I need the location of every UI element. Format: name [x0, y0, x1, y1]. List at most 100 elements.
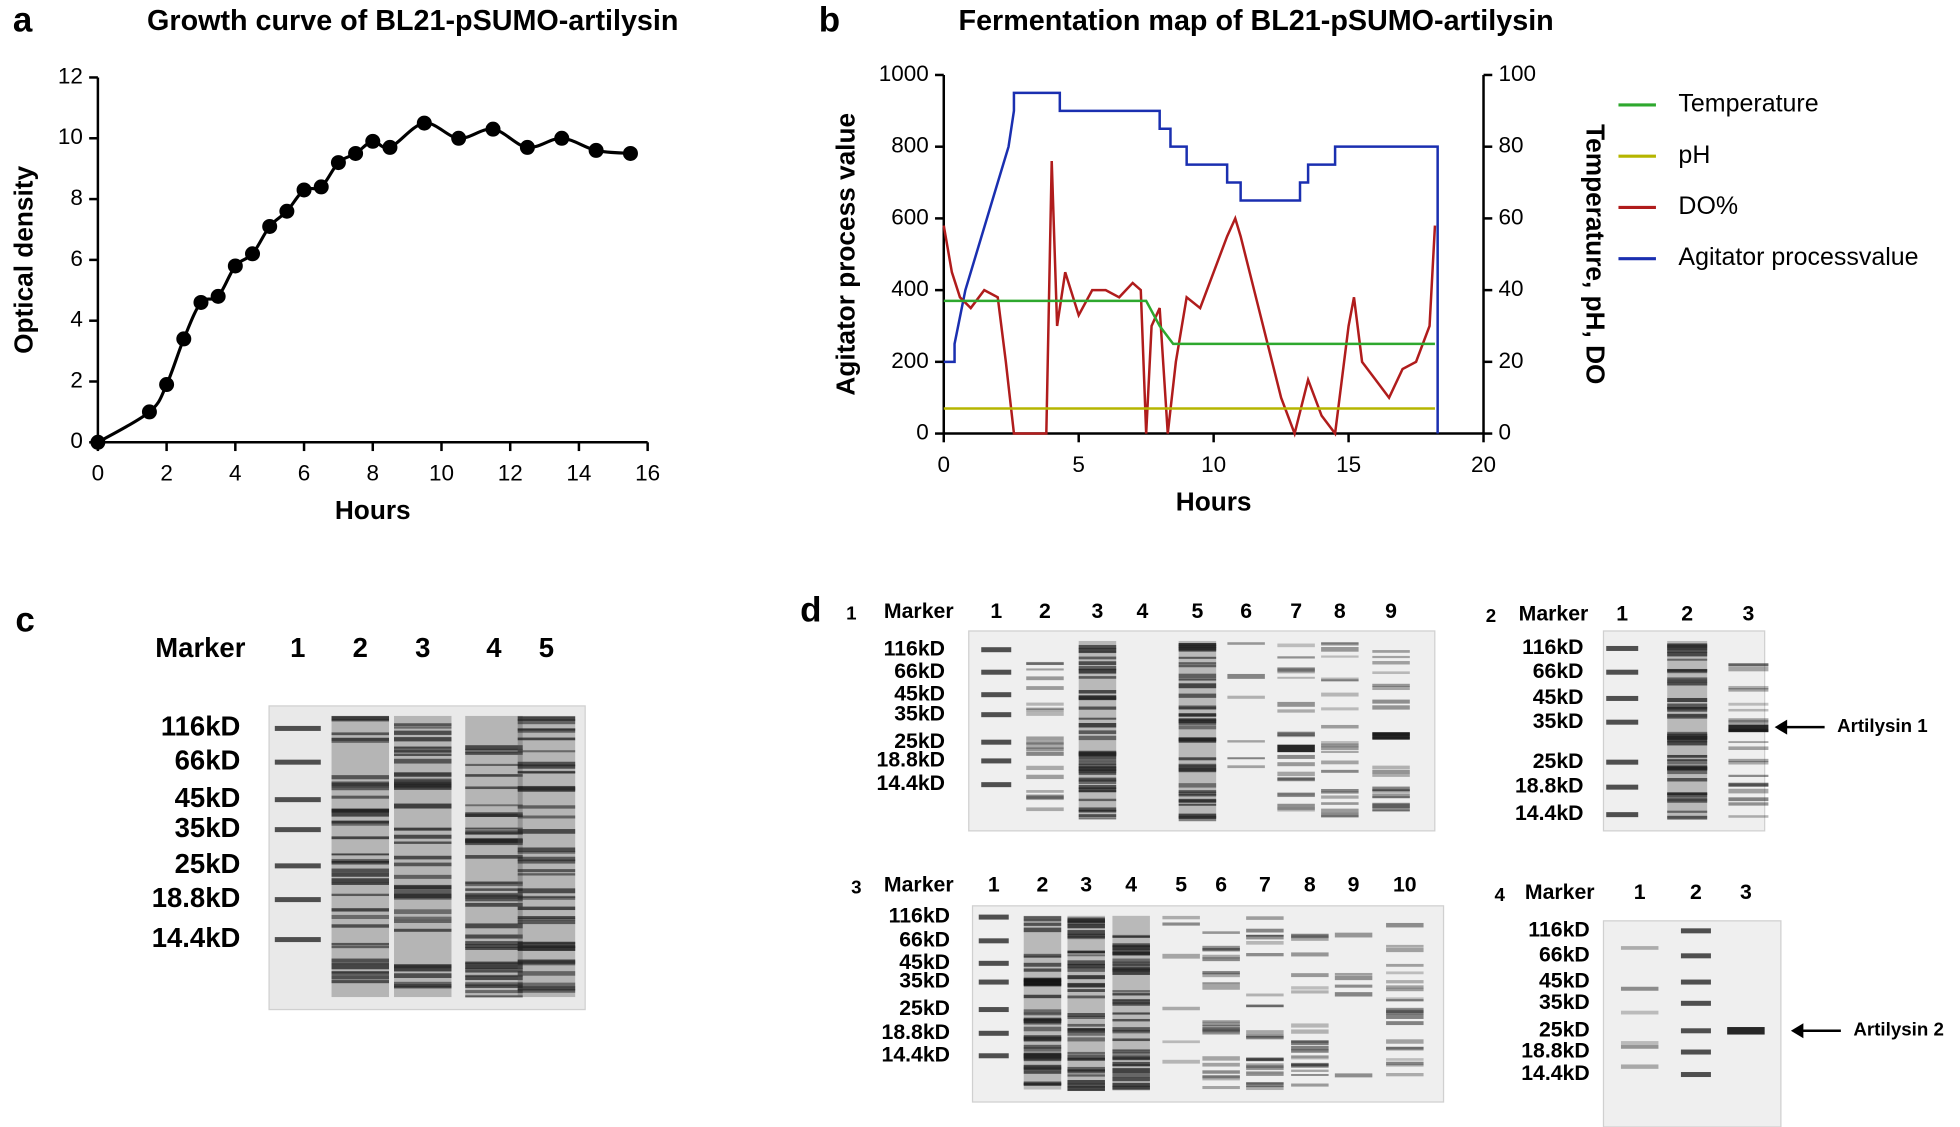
marker-band [1680, 1000, 1711, 1006]
gel-band [1178, 799, 1217, 803]
gel-band [465, 990, 523, 994]
marker-band [978, 1007, 1009, 1013]
x-tick-label: 14 [566, 461, 591, 486]
gel-band [1321, 642, 1359, 645]
gel-band [1067, 951, 1105, 954]
gel-band [1078, 656, 1117, 660]
marker-band [1680, 1028, 1711, 1034]
gel-band [1202, 970, 1240, 975]
gel-band [465, 964, 523, 970]
gel-band [1386, 1058, 1424, 1061]
y-axis-label: Agitator process value [830, 113, 860, 396]
gel-band [465, 812, 523, 817]
gel-band [1372, 807, 1410, 812]
y-tick-label: 12 [58, 63, 83, 88]
gel-band [465, 941, 523, 946]
gel-band [517, 986, 576, 991]
size-label: 14.4kD [877, 771, 945, 795]
gel-band [1334, 1073, 1373, 1078]
gel-band [1202, 1076, 1240, 1081]
gel-band [465, 897, 523, 902]
gel-band [465, 984, 523, 989]
gel-band [517, 906, 576, 911]
gel-band [517, 770, 576, 773]
gel-band [1372, 686, 1410, 691]
gel-band [1026, 662, 1064, 666]
gel-band [465, 982, 523, 987]
gel-band [1202, 1062, 1240, 1067]
lane-label: 6 [1215, 872, 1227, 896]
gel-band [1277, 754, 1315, 759]
point [485, 121, 501, 137]
gel-band [1067, 930, 1105, 935]
size-label: 66kD [899, 927, 950, 951]
gel-band [1227, 757, 1265, 760]
gel-band [1112, 1064, 1150, 1067]
gel-band [517, 856, 576, 862]
gel-band [1291, 933, 1329, 938]
gel-band [1667, 778, 1708, 782]
gel-band [1667, 651, 1708, 657]
gel-band [1078, 723, 1117, 728]
point [296, 182, 312, 198]
gel-band [1372, 699, 1410, 704]
gel-band [1067, 1086, 1105, 1092]
gel-band [1112, 1002, 1150, 1006]
gel-band [517, 948, 576, 951]
point [348, 145, 364, 161]
gel-band [517, 829, 576, 834]
gel-number: 3 [851, 876, 861, 897]
gel-band [517, 719, 576, 725]
gel-band [1334, 984, 1373, 988]
gel-band [1372, 683, 1410, 687]
gel-band [465, 888, 523, 891]
gel-band [1026, 790, 1064, 793]
gel-band [1078, 735, 1117, 741]
gel-band [331, 737, 390, 743]
gel-band [331, 858, 390, 863]
gel-band [1620, 1010, 1659, 1015]
marker-label: Marker [1519, 601, 1589, 625]
gel-band [1667, 677, 1708, 680]
lane-label: 9 [1348, 872, 1360, 896]
x-tick-label: 6 [298, 461, 311, 486]
gel-band [331, 971, 390, 976]
gel-band [331, 893, 390, 897]
gel-band [1321, 760, 1359, 765]
marker-band [1680, 979, 1711, 985]
gel-band [1067, 995, 1105, 999]
gel-band [1067, 1070, 1105, 1074]
gel-band [1023, 1053, 1062, 1058]
gel-band [394, 758, 452, 764]
marker-label: Marker [155, 632, 245, 663]
gel-band [1023, 962, 1062, 967]
gel-band [1372, 769, 1410, 774]
gel-band [1112, 1085, 1150, 1091]
gel-band [1246, 1082, 1284, 1088]
gel-band [517, 737, 576, 741]
gel-band [1078, 676, 1117, 679]
gel-band [394, 746, 452, 752]
gel-band [1023, 1026, 1062, 1032]
lane-label: 3 [1092, 599, 1104, 623]
gel-band [1291, 1069, 1329, 1072]
gel-band [1026, 742, 1064, 745]
gel-band [1386, 1021, 1424, 1026]
size-label: 66kD [1539, 942, 1590, 966]
marker-band [1606, 812, 1639, 818]
gel-band [1277, 676, 1315, 679]
gel-band [1078, 756, 1117, 760]
lane-smear [1667, 640, 1708, 819]
gel-band [1067, 1054, 1105, 1059]
gel-band [1023, 916, 1062, 920]
y2-tick-label: 40 [1499, 276, 1524, 301]
y-tick-label: 400 [891, 276, 929, 301]
x-tick-label: 12 [498, 461, 523, 486]
gel-band [331, 775, 390, 780]
gel-band [331, 861, 390, 865]
lane-label: 1 [290, 632, 305, 663]
gel-band [517, 869, 576, 873]
size-label: 66kD [894, 659, 945, 683]
gel-band [1023, 953, 1062, 957]
gel-band [1372, 661, 1410, 665]
